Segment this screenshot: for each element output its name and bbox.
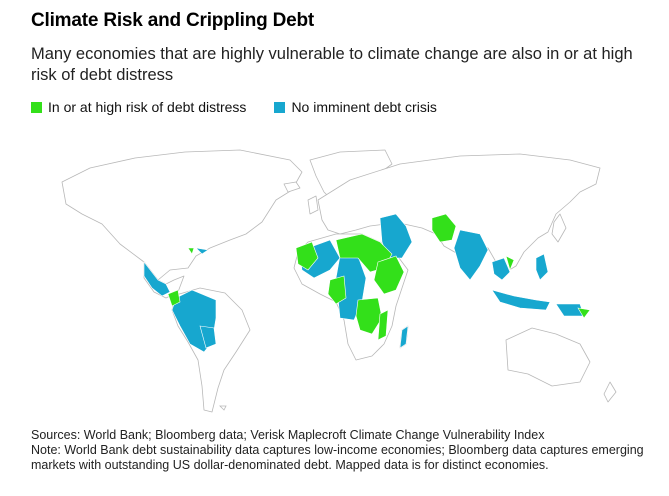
india-blue — [453, 229, 489, 281]
southeast-asia-blue — [491, 257, 511, 281]
legend-label-no-crisis: No imminent debt crisis — [291, 99, 437, 115]
bolivia-blue — [199, 325, 217, 349]
colombia-green — [167, 289, 181, 307]
central-america-blue — [143, 261, 171, 297]
haiti-green — [187, 247, 195, 255]
australia — [505, 327, 591, 387]
north-america — [61, 149, 303, 281]
madagascar-blue — [399, 325, 409, 349]
legend-item-no-crisis: No imminent debt crisis — [274, 99, 437, 115]
laos-green — [505, 255, 515, 271]
new-zealand — [603, 381, 617, 403]
legend-swatch-no-crisis — [274, 101, 286, 113]
east-africa-green — [373, 255, 405, 295]
west-africa-green — [295, 241, 319, 271]
japan — [551, 213, 567, 243]
mozambique-green — [377, 309, 389, 341]
indonesia-blue — [491, 289, 551, 311]
iceland — [283, 181, 301, 193]
legend-swatch-distress — [31, 101, 42, 113]
falklands — [219, 405, 227, 411]
footer: Sources: World Bank; Bloomberg data; Ver… — [31, 428, 651, 473]
uk — [307, 195, 319, 215]
legend-item-distress: In or at high risk of debt distress — [31, 99, 246, 115]
footer-note: Note: World Bank debt sustainability dat… — [31, 443, 644, 472]
philippines-blue — [535, 253, 549, 281]
legend-label-distress: In or at high risk of debt distress — [48, 99, 247, 115]
central-africa-green — [327, 275, 347, 305]
world-map — [61, 149, 617, 413]
afghanistan-pakistan-green — [431, 213, 457, 243]
southern-africa-green — [355, 297, 383, 335]
png-green — [577, 307, 591, 319]
legend: In or at high risk of debt distress No i… — [31, 99, 465, 115]
chart-title: Climate Risk and Crippling Debt — [31, 10, 315, 31]
caribbean-blue — [195, 247, 209, 255]
chart-subtitle: Many economies that are highly vulnerabl… — [31, 45, 633, 84]
footer-sources: Sources: World Bank; Bloomberg data; Ver… — [31, 428, 545, 442]
